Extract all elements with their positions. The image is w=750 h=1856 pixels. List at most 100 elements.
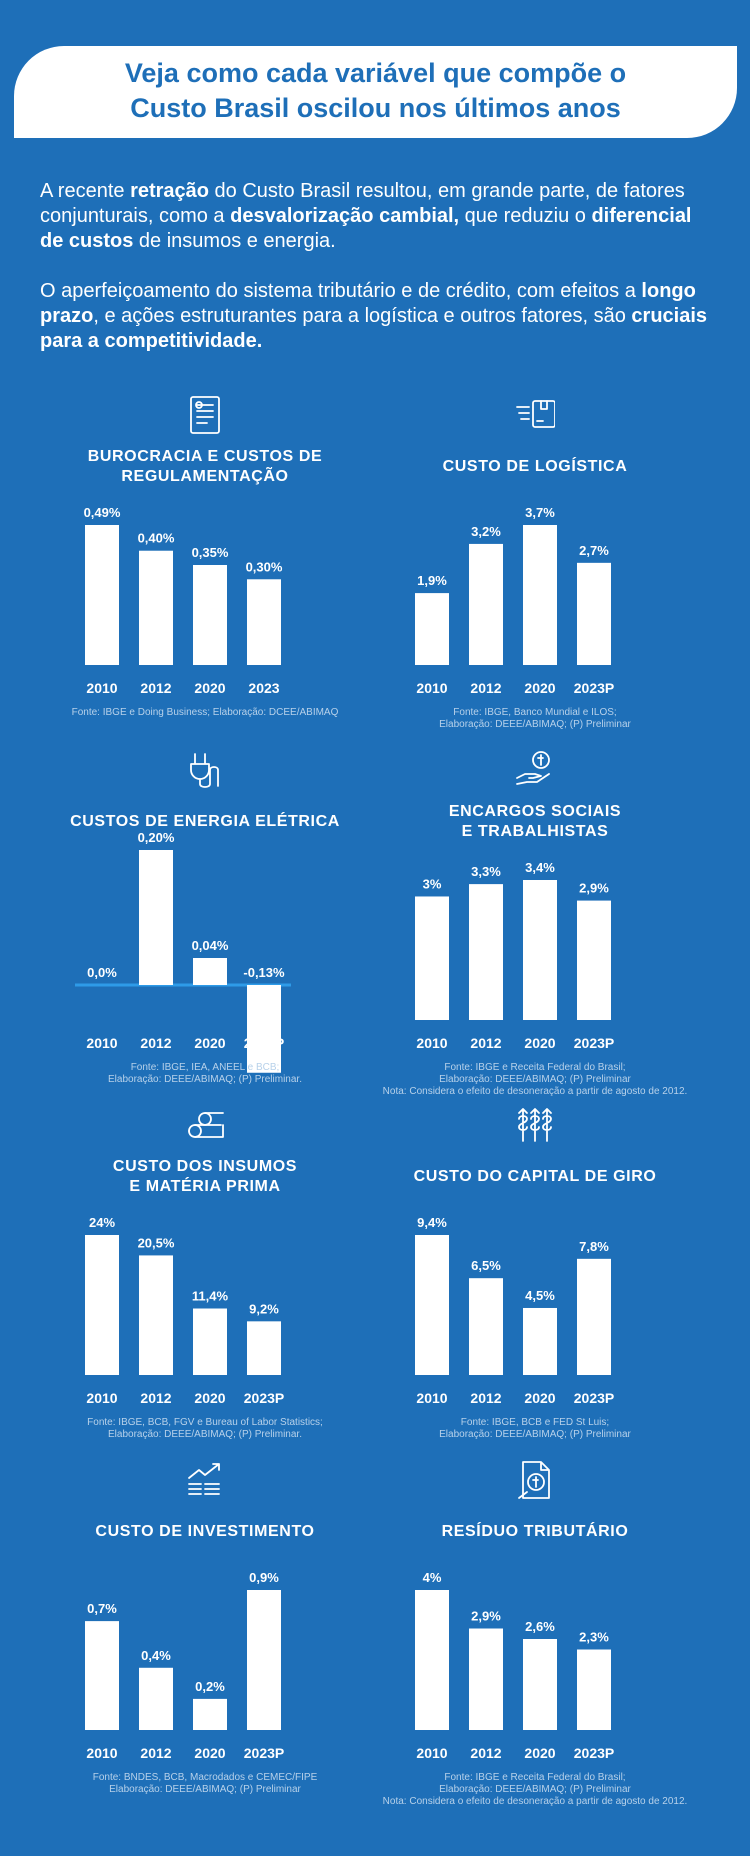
data-label: 0,40%	[138, 531, 175, 546]
chart-source: Fonte: BNDES, BCB, Macrodados e CEMEC/FI…	[45, 1772, 365, 1796]
chart-source: Fonte: IBGE e Receita Federal do Brasil;…	[375, 1062, 695, 1098]
bar-2012	[139, 850, 173, 985]
page-title-line-1: Veja como cada variável que compõe o	[124, 58, 627, 88]
x-tick-label: 2012	[470, 1745, 501, 1761]
data-label: 0,04%	[192, 938, 229, 953]
x-tick-label: 2010	[416, 680, 447, 696]
x-tick-label: 2023P	[244, 1745, 284, 1761]
chart-source: Fonte: IBGE, IEA, ANEEL e BCB; Elaboração…	[45, 1062, 365, 1086]
data-label: 0,35%	[192, 545, 229, 560]
bar-2023	[247, 579, 281, 665]
data-label: 3,2%	[471, 524, 501, 539]
bar-2010	[415, 593, 449, 665]
chart-source-line: Fonte: BNDES, BCB, Macrodados e CEMEC/FI…	[92, 1772, 318, 1783]
bar-2012	[469, 1628, 503, 1730]
x-tick-label: 2020	[194, 1390, 225, 1406]
data-label: 24%	[89, 1215, 115, 1230]
x-tick-label: 2023	[248, 680, 279, 696]
chart-source-line: Fonte: IBGE, IEA, ANEEL e BCB;	[130, 1062, 280, 1073]
chart-residuo: Resíduo Tributário 4% 2010 2,9% 2012 2,6% 2020…	[375, 1460, 695, 1807]
intro-p1-run-3: desvalorização cambial,	[230, 205, 460, 227]
x-tick-label: 2010	[86, 680, 117, 696]
bar-2023P	[247, 1321, 281, 1375]
chart-source-line: Fonte: IBGE e Receita Federal do Brasil;	[444, 1772, 626, 1783]
chart-source-line: Fonte: IBGE e Doing Business; Elaboração…	[71, 707, 339, 718]
chart-plot: 0,0% 2010 0,20% 2012 0,04% 2020 -0,13% 2023P	[75, 830, 291, 1073]
bar-2020	[193, 958, 227, 985]
chart-title-line: Custo dos Insumos	[112, 1158, 298, 1175]
document-icon	[185, 395, 225, 440]
x-tick-label: 2010	[86, 1745, 117, 1761]
chart-plot: 3% 2010 3,3% 2012 3,4% 2020 2,9% 2023P	[415, 860, 614, 1051]
bar-2012	[139, 1255, 173, 1375]
page-title-line-2: Custo Brasil oscilou nos últimos anos	[130, 93, 621, 123]
chart-source-line: Elaboração: DEEE/ABIMAQ; (P) Preliminar	[439, 719, 631, 730]
intro-p1-run-5: diferencial de custos	[40, 205, 692, 252]
bar-2020	[193, 565, 227, 665]
pipes-icon	[185, 1105, 225, 1150]
chart-source-line: Elaboração: DEEE/ABIMAQ; (P) Preliminar	[439, 1074, 631, 1085]
plug-icon	[185, 750, 225, 795]
chart-title-line: e Matéria Prima	[129, 1178, 281, 1195]
chart-title-line: Resíduo Tributário	[441, 1523, 629, 1540]
bar-2020	[523, 525, 557, 665]
chart-plot: 0,49% 2010 0,40% 2012 0,35% 2020 0,30% 2023	[84, 505, 283, 696]
chart-source: Fonte: IBGE e Doing Business; Elaboração…	[45, 707, 365, 719]
chart-title: Resíduo Tributário	[375, 1522, 695, 1542]
bar-2012	[469, 1278, 503, 1375]
chart-source-line: Fonte: IBGE, Banco Mundial e ILOS;	[453, 707, 617, 718]
chart-plot: 24% 2010 20,5% 2012 11,4% 2020 9,2% 2023P	[85, 1215, 284, 1406]
chart-plot: 1,9% 2010 3,2% 2012 3,7% 2020 2,7% 2023P	[415, 505, 614, 696]
chart-source-line: Elaboração: DEEE/ABIMAQ; (P) Preliminar	[109, 1784, 301, 1795]
data-label: 3%	[423, 876, 442, 891]
chart-title-line: e Trabalhistas	[461, 823, 609, 840]
data-label: 4%	[423, 1570, 442, 1585]
x-tick-label: 2023P	[574, 1390, 614, 1406]
chart-title-line: Custo de Investimento	[95, 1523, 315, 1540]
intro-p2-run-2: , e ações estruturantes para a logística…	[93, 305, 632, 327]
data-label: 6,5%	[471, 1258, 501, 1273]
x-tick-label: 2023P	[244, 1390, 284, 1406]
chart-source: Fonte: IBGE, BCB e FED St Luis; Elaboraçã…	[375, 1417, 695, 1441]
x-tick-label: 2020	[524, 680, 555, 696]
chart-source-line: Fonte: IBGE e Receita Federal do Brasil;	[444, 1062, 626, 1073]
chart-plot: 4% 2010 2,9% 2012 2,6% 2020 2,3% 2023P	[415, 1570, 614, 1761]
intro-p1-run-4: que reduziu o	[459, 205, 592, 227]
chart-source-line: Elaboração: DEEE/ABIMAQ; (P) Preliminar	[439, 1429, 631, 1440]
bar-2023P	[577, 1258, 611, 1375]
bar-2010	[85, 525, 119, 665]
data-label: 2,7%	[579, 543, 609, 558]
intro-paragraph-2: O aperfeiçoamento do sistema tributário …	[40, 279, 720, 354]
chart-source-line: Fonte: IBGE, BCB e FED St Luis;	[460, 1417, 610, 1428]
x-tick-label: 2010	[86, 1035, 117, 1051]
x-tick-label: 2020	[524, 1745, 555, 1761]
intro-paragraph-1: A recente retração do Custo Brasil resul…	[40, 179, 720, 254]
intro-p1-run-1: retração	[130, 180, 209, 202]
chart-title: Custo de Logística	[375, 457, 695, 477]
data-label: 0,20%	[138, 830, 175, 845]
chart-investimento: Custo de Investimento 0,7% 2010 0,4% 2012 0,2…	[45, 1460, 365, 1800]
x-tick-label: 2012	[140, 1745, 171, 1761]
x-tick-label: 2023P	[244, 1035, 284, 1051]
bar-2010	[85, 1235, 119, 1375]
data-label: 11,4%	[192, 1289, 229, 1304]
x-tick-label: 2012	[140, 1035, 171, 1051]
bar-2012	[469, 543, 503, 665]
data-label: 0,2%	[195, 1679, 225, 1694]
bar-2010	[415, 896, 449, 1020]
header-banner: Veja como cada variável que compõe o Cus…	[14, 46, 737, 138]
data-label: 2,6%	[525, 1619, 555, 1634]
chart-source-line: Elaboração: DEEE/ABIMAQ; (P) Preliminar	[439, 1784, 631, 1795]
data-label: 3,3%	[471, 864, 501, 879]
chart-energia: Custos de Energia Elétrica 0,0% 2010 0,20% 2…	[45, 750, 365, 1090]
x-tick-label: 2020	[524, 1390, 555, 1406]
bar-2020	[523, 1639, 557, 1730]
data-label: 2,9%	[471, 1609, 501, 1624]
hand-money-icon	[515, 750, 555, 795]
bar-2020	[523, 1307, 557, 1375]
chart-source: Fonte: IBGE e Receita Federal do Brasil;…	[375, 1772, 695, 1808]
data-label: 20,5%	[138, 1235, 175, 1250]
bar-2020	[193, 1308, 227, 1375]
x-tick-label: 2020	[194, 1035, 225, 1051]
chart-title: Custos de Energia Elétrica	[45, 812, 365, 832]
